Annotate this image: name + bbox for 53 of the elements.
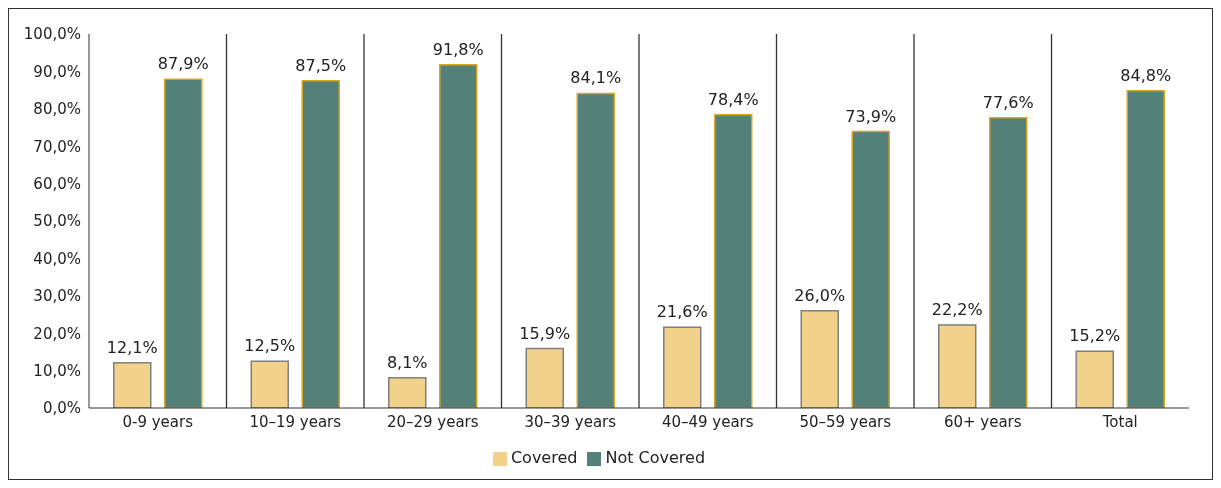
bar	[1126, 90, 1165, 408]
bar	[1075, 350, 1114, 408]
data-label: 21,6%	[656, 302, 708, 322]
bar	[301, 80, 340, 408]
y-tick-label: 90,0%	[33, 62, 81, 81]
y-tick-label: 40,0%	[33, 249, 81, 268]
bar	[800, 310, 839, 408]
y-tick-label: 50,0%	[33, 212, 81, 231]
data-label: 8,1%	[386, 352, 428, 372]
y-tick-label: 60,0%	[33, 174, 81, 193]
x-tick-label: 10–19 years	[249, 412, 342, 431]
legend-label: Covered	[510, 448, 578, 467]
data-label: 26,0%	[794, 285, 846, 305]
bar	[388, 376, 427, 408]
data-label: 15,9%	[519, 323, 571, 343]
data-label: 73,9%	[845, 106, 897, 126]
bar	[439, 63, 478, 408]
bar	[113, 362, 152, 408]
bar	[576, 92, 615, 408]
data-label: 87,5%	[295, 55, 347, 75]
data-label: 77,6%	[982, 92, 1034, 112]
bar	[663, 326, 702, 408]
x-tick-label: 30–39 years	[524, 412, 617, 431]
y-tick-label: 100,0%	[23, 25, 81, 44]
y-tick-label: 20,0%	[33, 324, 81, 343]
data-label: 84,8%	[1120, 65, 1172, 85]
data-label: 78,4%	[707, 89, 759, 109]
x-tick-label: 20–29 years	[386, 412, 479, 431]
x-tick-label: Total	[1101, 412, 1138, 431]
data-label: 87,9%	[157, 54, 209, 74]
bar	[989, 117, 1028, 408]
data-label: 12,5%	[244, 336, 296, 356]
bar	[525, 347, 564, 408]
data-label: 84,1%	[570, 68, 622, 88]
x-tick-label: 60+ years	[943, 412, 1022, 431]
bar	[851, 130, 890, 408]
data-label: 12,1%	[106, 337, 158, 357]
x-tick-label: 50–59 years	[799, 412, 892, 431]
bar	[714, 114, 753, 408]
y-tick-label: 30,0%	[33, 287, 81, 306]
data-label: 22,2%	[931, 299, 983, 319]
y-tick-label: 0,0%	[42, 399, 81, 418]
x-tick-label: 40–49 years	[661, 412, 754, 431]
bar	[938, 324, 977, 408]
bar	[250, 360, 289, 408]
data-label: 91,8%	[432, 39, 484, 59]
data-label: 15,2%	[1069, 326, 1121, 346]
bar	[164, 78, 203, 408]
y-tick-label: 10,0%	[33, 361, 81, 380]
x-tick-label: 0-9 years	[122, 412, 194, 431]
legend-label: Not Covered	[605, 448, 706, 467]
y-tick-label: 80,0%	[33, 100, 81, 119]
y-tick-label: 70,0%	[33, 137, 81, 156]
